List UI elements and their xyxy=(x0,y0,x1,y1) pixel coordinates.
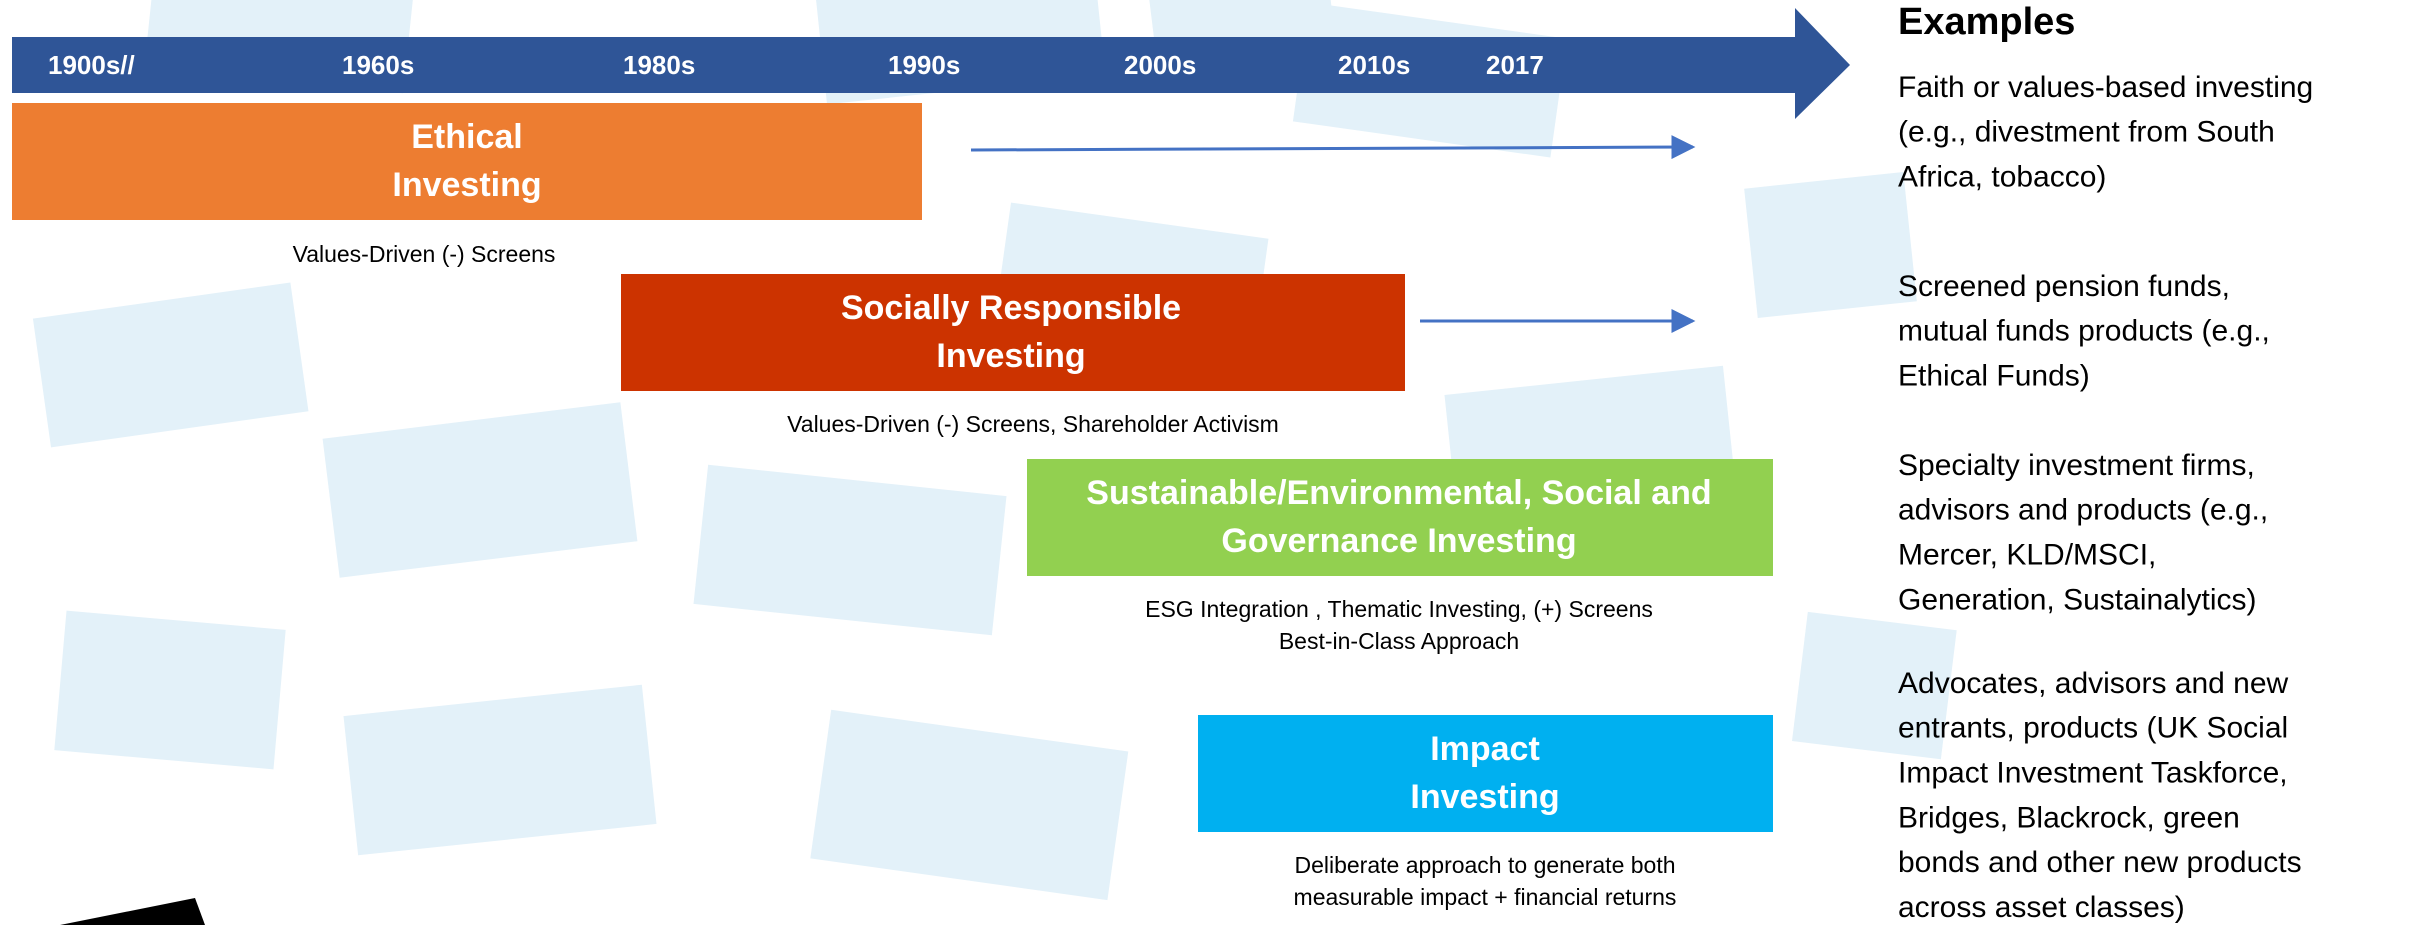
example-text: Generation, Sustainalytics) xyxy=(1898,583,2257,616)
stage-description: Best-in-Class Approach xyxy=(1279,628,1519,654)
stage-box xyxy=(1198,715,1773,832)
timeline-label: 2010s xyxy=(1338,50,1410,80)
stage-title: Investing xyxy=(1410,778,1559,816)
stage-description: Deliberate approach to generate both xyxy=(1294,852,1675,878)
stage-description: measurable impact + financial returns xyxy=(1294,884,1677,910)
stage-title: Socially Responsible xyxy=(841,289,1181,327)
example-text: Faith or values-based investing xyxy=(1898,71,2313,104)
timeline-label: 1980s xyxy=(623,50,695,80)
example-text: Ethical Funds) xyxy=(1898,360,2090,393)
stage-description: Values-Driven (-) Screens xyxy=(293,241,556,267)
examples-heading: Examples xyxy=(1898,1,2075,43)
example-text: bonds and other new products xyxy=(1898,846,2302,879)
continuation-arrow xyxy=(970,135,1696,160)
stage-title: Governance Investing xyxy=(1221,522,1576,560)
stage-title: Investing xyxy=(392,166,541,204)
stage-description: ESG Integration , Thematic Investing, (+… xyxy=(1145,596,1653,622)
example-text: Advocates, advisors and new xyxy=(1898,667,2289,700)
timeline-label: 1960s xyxy=(342,50,414,80)
example-text: Bridges, Blackrock, green xyxy=(1898,801,2240,834)
stage-box xyxy=(12,103,922,220)
stage-title: Impact xyxy=(1430,730,1540,768)
example-text: Screened pension funds, xyxy=(1898,270,2230,303)
timeline-label: 1990s xyxy=(888,50,960,80)
example-text: Impact Investment Taskforce, xyxy=(1898,757,2288,790)
timeline-label: 2017 xyxy=(1486,50,1544,80)
stage-description: Values-Driven (-) Screens, Shareholder A… xyxy=(787,411,1279,437)
example-text: entrants, products (UK Social xyxy=(1898,712,2288,745)
timeline-label: 1900s// xyxy=(48,50,135,80)
stage-box xyxy=(1027,459,1773,576)
example-text: Specialty investment firms, xyxy=(1898,449,2255,482)
stage-title: Investing xyxy=(936,337,1085,375)
example-text: (e.g., divestment from South xyxy=(1898,116,2275,149)
example-text: Mercer, KLD/MSCI, xyxy=(1898,539,2156,572)
timeline-arrow xyxy=(12,8,1850,119)
stage-box xyxy=(621,274,1405,391)
example-text: across asset classes) xyxy=(1898,891,2185,924)
example-text: mutual funds products (e.g., xyxy=(1898,315,2270,348)
example-text: advisors and products (e.g., xyxy=(1898,494,2268,527)
stage-title: Sustainable/Environmental, Social and xyxy=(1086,474,1711,512)
corner-shape xyxy=(60,898,205,925)
example-text: Africa, tobacco) xyxy=(1898,161,2106,194)
stage-title: Ethical xyxy=(411,118,522,156)
timeline-label: 2000s xyxy=(1124,50,1196,80)
